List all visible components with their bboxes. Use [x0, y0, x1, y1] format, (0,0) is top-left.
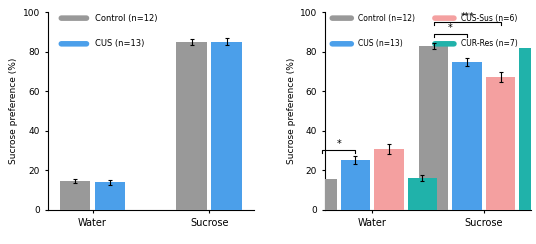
Text: *: *	[337, 139, 341, 149]
Text: CUS-Sus (n=6): CUS-Sus (n=6)	[461, 14, 517, 23]
Y-axis label: Sucrose preference (%): Sucrose preference (%)	[10, 58, 18, 164]
Bar	[408, 178, 437, 210]
Text: CUR-Res (n=7): CUR-Res (n=7)	[461, 39, 518, 48]
Bar	[452, 62, 482, 210]
Bar	[176, 42, 207, 210]
Bar	[341, 161, 370, 210]
Text: ***: ***	[460, 12, 474, 21]
Bar	[59, 181, 91, 210]
Bar	[95, 182, 125, 210]
Bar	[519, 48, 536, 210]
Bar	[374, 149, 404, 210]
Text: CUS (n=13): CUS (n=13)	[95, 39, 145, 48]
Text: Control (n=12): Control (n=12)	[358, 14, 415, 23]
Y-axis label: Sucrose preference (%): Sucrose preference (%)	[287, 58, 296, 164]
Bar	[486, 77, 515, 210]
Bar	[211, 42, 242, 210]
Text: Control (n=12): Control (n=12)	[95, 14, 158, 23]
Text: CUS (n=13): CUS (n=13)	[358, 39, 403, 48]
Bar	[307, 179, 337, 210]
Bar	[419, 46, 448, 210]
Text: *: *	[448, 23, 453, 33]
